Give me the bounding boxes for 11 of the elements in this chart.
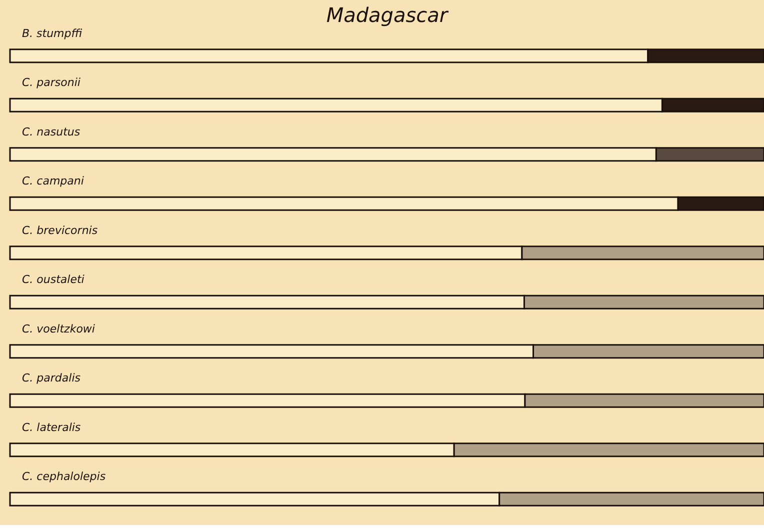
y-tick-label: C. brevicornis <box>22 224 98 237</box>
y-tick-label: C. parsonii <box>22 76 80 90</box>
y-tick-label: C. nasutus <box>22 125 80 138</box>
y-tick-label: C. lateralis <box>22 420 81 434</box>
y-tick-label: C. pardalis <box>22 372 81 385</box>
chart-title: Madagascar <box>326 2 450 27</box>
y-tick-label: C. campani <box>22 174 84 188</box>
y-tick-label: C. cephalolepis <box>22 470 106 484</box>
y-tick-label: C. oustaleti <box>22 273 84 286</box>
y-tick-label: B. stumpffi <box>22 26 82 40</box>
y-tick-label: C. voeltzkowi <box>22 322 95 336</box>
